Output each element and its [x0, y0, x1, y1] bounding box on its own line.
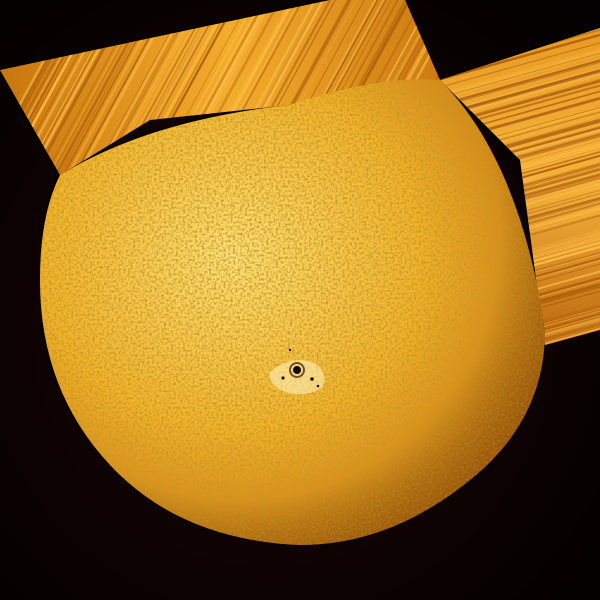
sunspot-small-3	[316, 384, 320, 388]
streak-line	[440, 319, 600, 345]
streak-line	[440, 327, 600, 345]
streak-line	[440, 42, 600, 94]
streak-line	[440, 34, 600, 86]
sunspot-umbra	[293, 366, 301, 374]
sunspot-small-2	[310, 377, 314, 381]
sunspot-small-1	[281, 376, 285, 380]
sunspot-penumbra	[289, 362, 305, 378]
streak-line	[440, 325, 600, 345]
sunspot-group	[269, 348, 325, 395]
streak-line	[440, 325, 600, 345]
sunspot-small-4	[288, 348, 292, 352]
